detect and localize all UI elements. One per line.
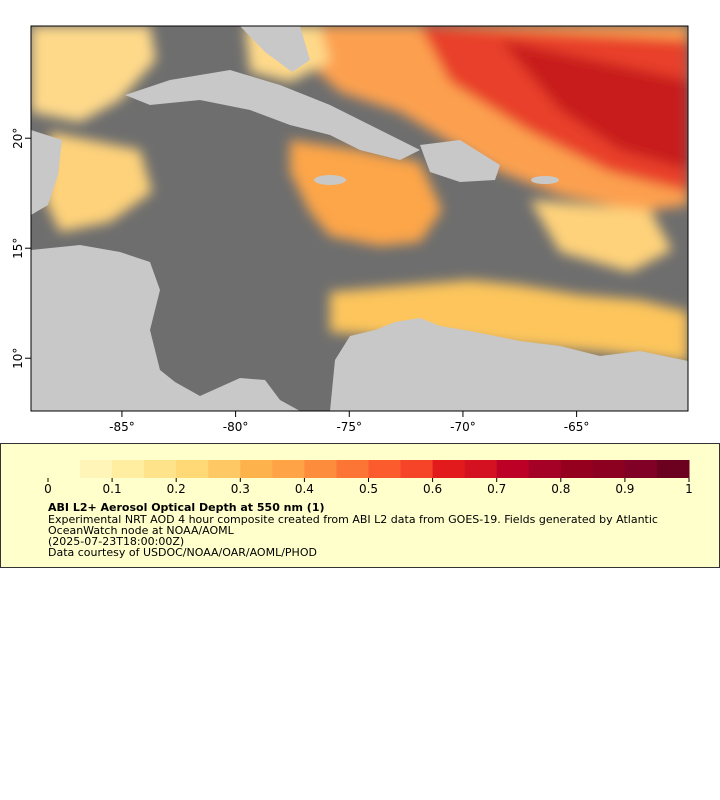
colorbar-swatch: [336, 460, 369, 478]
colorbar-swatch: [496, 460, 530, 478]
land-jamaica: [314, 175, 346, 185]
colorbar-tick-label: 0.8: [551, 482, 570, 496]
colorbar-swatch: [112, 460, 145, 478]
colorbar-tick-label: 0.1: [103, 482, 122, 496]
x-tick-label: -70°: [450, 420, 476, 434]
legend-description: Experimental NRT AOD 4 hour composite cr…: [48, 513, 658, 537]
colorbar-swatch: [656, 460, 690, 478]
map: -85° -80° -75° -70° -65° 10° 15° 20°: [11, 25, 689, 434]
map-frame: [30, 25, 689, 412]
colorbar-swatch: [304, 460, 337, 478]
colorbar-swatch: [368, 460, 402, 478]
colorbar-swatch: [432, 460, 466, 478]
land-central-america: [31, 245, 300, 411]
aerosol-plume: [500, 40, 688, 170]
legend-title: ABI L2+ Aerosol Optical Depth at 550 nm …: [48, 501, 325, 514]
land-florida: [240, 26, 310, 72]
colorbar: 0 0.1 0.2 0.3 0.4 0.5 0.6 0.7 0.8 0.9 1: [44, 460, 693, 496]
legend-time: (2025-07-23T18:00:00Z): [48, 535, 185, 548]
land: [31, 26, 688, 411]
colorbar-swatch: [144, 460, 177, 478]
colorbar-swatch: [560, 460, 594, 478]
colorbar-swatch: [272, 460, 305, 478]
colorbar-swatch: [176, 460, 209, 478]
colorbar-tick-label: 0.6: [423, 482, 442, 496]
aerosol-patch: [330, 280, 688, 362]
x-tick-label: -65°: [564, 420, 590, 434]
x-tick-label: -75°: [336, 420, 362, 434]
colorbar-swatch: [48, 460, 81, 478]
land-cuba: [125, 70, 420, 160]
colorbar-tick-label: 1: [685, 482, 693, 496]
colorbar-swatch: [464, 460, 498, 478]
colorbar-swatch: [400, 460, 434, 478]
colorbar-swatch: [80, 460, 113, 478]
y-tick-label: 15°: [11, 238, 25, 259]
legend-panel: 0 0.1 0.2 0.3 0.4 0.5 0.6 0.7 0.8 0.9 1 ABI L2+ Ae…: [0, 443, 720, 568]
colorbar-tick-label: 0.9: [615, 482, 634, 496]
colorbar-tick-label: 0.2: [167, 482, 186, 496]
land-south-america: [330, 318, 688, 411]
land-hispaniola: [420, 140, 500, 182]
colorbar-swatch: [208, 460, 241, 478]
colorbar-swatch: [624, 460, 658, 478]
colorbar-tick-label: 0.4: [295, 482, 314, 496]
x-tick-label: -85°: [109, 420, 135, 434]
colorbar-swatch: [528, 460, 562, 478]
aerosol-patch: [530, 200, 672, 272]
y-tick-label: 10°: [11, 348, 25, 369]
colorbar-tick-label: 0.5: [359, 482, 378, 496]
aerosol-patch: [45, 132, 152, 232]
y-tick-label: 20°: [11, 128, 25, 149]
x-tick-label: -80°: [223, 420, 249, 434]
colorbar-swatch: [240, 460, 273, 478]
aerosol-field: [31, 26, 688, 372]
land-mexico: [31, 130, 62, 215]
colorbar-tick-label: 0: [44, 482, 52, 496]
colorbar-swatch: [592, 460, 626, 478]
aerosol-patch: [290, 140, 442, 246]
legend-credit: Data courtesy of USDOC/NOAA/OAR/AOML/PHO…: [48, 546, 317, 559]
land-puerto-rico: [531, 176, 559, 184]
aerosol-patch: [31, 26, 156, 122]
map-area: [31, 26, 688, 411]
colorbar-tick-label: 0.3: [231, 482, 250, 496]
colorbar-tick-label: 0.7: [487, 482, 506, 496]
